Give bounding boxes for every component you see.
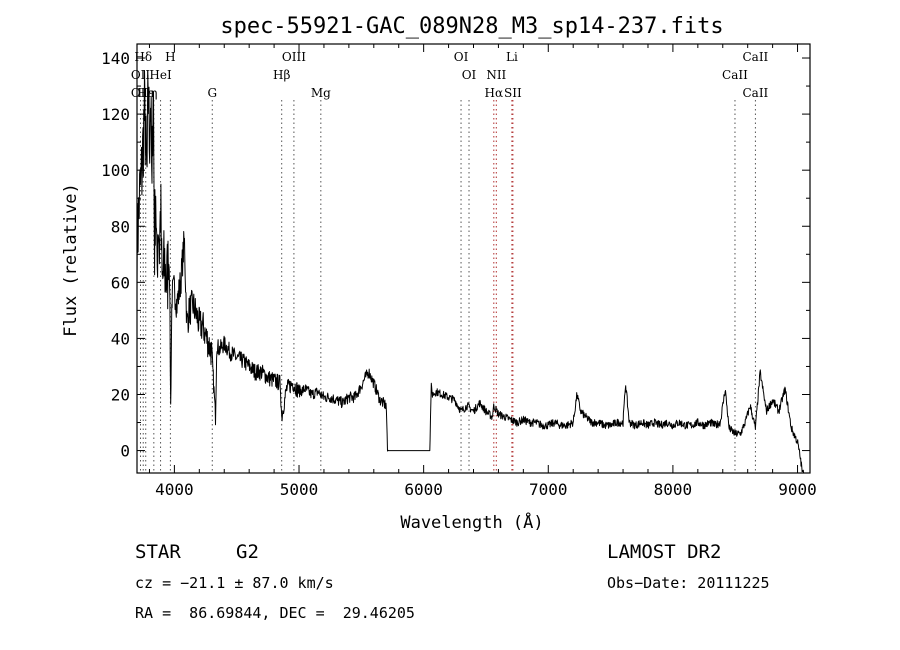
- line-marker-label: Hε: [137, 86, 154, 100]
- line-marker-label: Hα: [485, 86, 504, 100]
- x-tick-label: 4000: [155, 480, 194, 499]
- ra-dec-coordinates: RA = 86.69844, DEC = 29.46205: [135, 604, 415, 622]
- y-tick-label: 120: [101, 105, 130, 124]
- spectrum-line: [136, 70, 805, 474]
- line-marker-label: Mg: [311, 86, 331, 100]
- spectrum-series: [136, 70, 805, 474]
- y-tick-label: 140: [101, 49, 130, 68]
- line-marker-label: Hδ: [134, 50, 152, 64]
- line-marker-label: OI: [462, 68, 477, 82]
- x-tick-label: 5000: [280, 480, 319, 499]
- line-marker-label: OII: [131, 68, 151, 82]
- x-axis-ticks: 4000 5000 6000 7000 8000 9000: [148, 44, 817, 499]
- line-marker-label: HeI: [149, 68, 172, 82]
- chart-title: spec-55921-GAC_089N28_M3_sp14-237.fits: [220, 14, 723, 39]
- plot-frame: [136, 43, 811, 474]
- spectral-subclass: G2: [236, 541, 259, 563]
- redshift-velocity: cz = −21.1 ± 87.0 km/s: [135, 574, 334, 592]
- line-marker-label: CaII: [722, 68, 748, 82]
- x-axis-label: Wavelength (Å): [400, 511, 543, 533]
- y-axis-ticks: 0 20 40 60 80 100 120 140: [101, 49, 810, 461]
- y-tick-label: 0: [120, 442, 130, 461]
- y-tick-label: 100: [101, 161, 130, 180]
- line-marker-label: G: [207, 86, 217, 100]
- observation-date: Obs−Date: 20111225: [607, 574, 770, 592]
- line-marker-label: OI: [454, 50, 469, 64]
- line-marker-label: OIII: [282, 50, 306, 64]
- y-tick-label: 40: [111, 329, 130, 348]
- y-tick-label: 20: [111, 385, 130, 404]
- line-marker-label: NII: [486, 68, 506, 82]
- x-tick-label: 7000: [529, 480, 568, 499]
- x-tick-label: 8000: [654, 480, 693, 499]
- y-axis-label: Flux (relative): [61, 183, 81, 337]
- line-markers: [139, 100, 756, 473]
- survey-name: LAMOST DR2: [607, 541, 722, 563]
- line-marker-label: Li: [506, 50, 518, 64]
- line-marker-label: Hβ: [273, 68, 290, 82]
- y-tick-label: 60: [111, 273, 130, 292]
- y-tick-label: 80: [111, 217, 130, 236]
- object-type: STAR: [135, 541, 181, 563]
- x-tick-label: 9000: [778, 480, 817, 499]
- line-marker-label: CaII: [742, 50, 768, 64]
- line-marker-label: H: [165, 50, 175, 64]
- line-marker-label: CaII: [742, 86, 768, 100]
- x-tick-label: 6000: [404, 480, 443, 499]
- line-marker-label: OII: [131, 86, 151, 100]
- line-marker-label: SII: [504, 86, 522, 100]
